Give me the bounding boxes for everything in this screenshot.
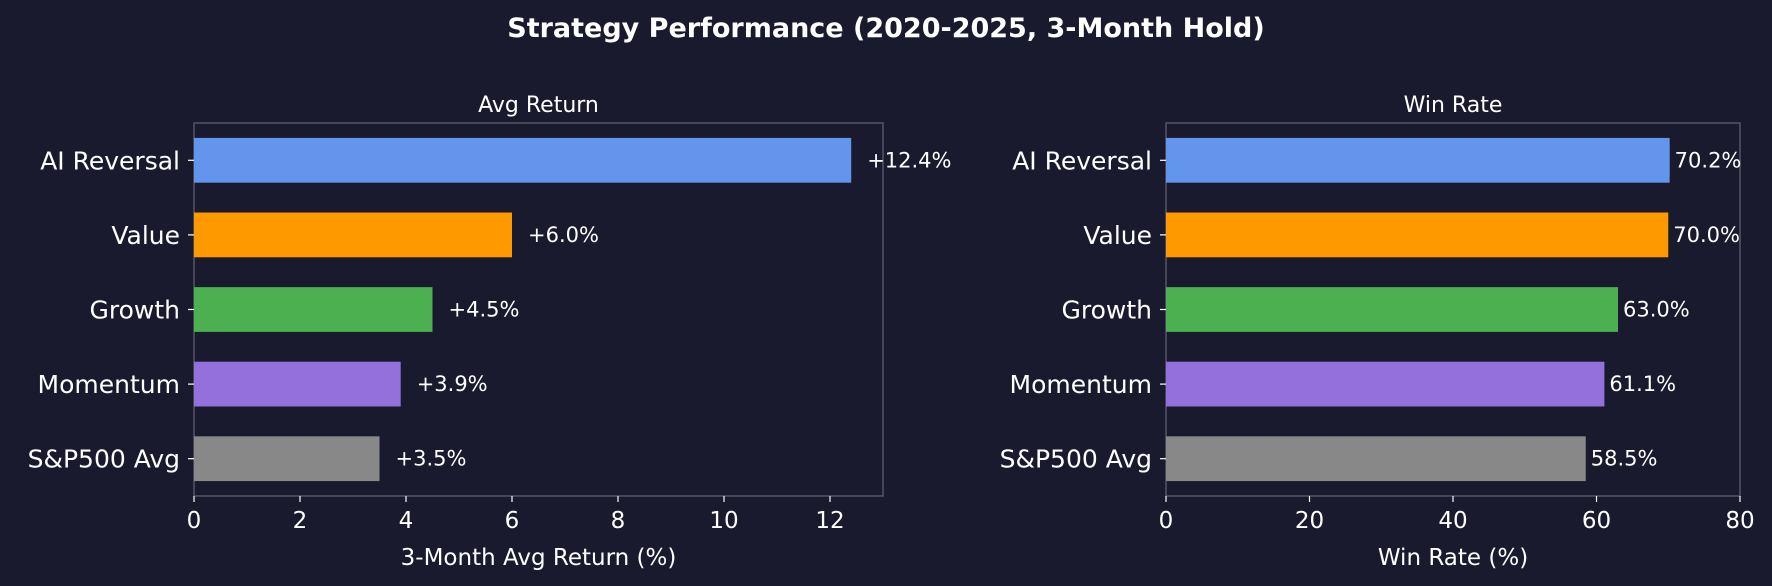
avg-return-bar: [194, 287, 433, 332]
win-rate-data-label: 70.0%: [1673, 223, 1740, 247]
avg-return-data-label: +3.9%: [417, 372, 488, 396]
avg-return-x-tick-label: 2: [293, 508, 308, 534]
avg-return-bar: [194, 137, 852, 183]
avg-return-category-label: Momentum: [38, 370, 180, 399]
avg-return-bar: [194, 212, 512, 258]
win-rate-category-label: AI Reversal: [1012, 146, 1152, 175]
win-rate-data-label: 61.1%: [1609, 372, 1676, 396]
avg-return-x-axis-label: 3-Month Avg Return (%): [401, 545, 677, 571]
avg-return-x-tick-label: 8: [611, 508, 626, 534]
avg-return-chart: Avg Return 3-Month Avg Return (%) AI Rev…: [28, 93, 952, 571]
avg-return-x-tick-label: 4: [399, 508, 414, 534]
win-rate-data-label: 58.5%: [1591, 447, 1658, 471]
avg-return-category-label: S&P500 Avg: [28, 445, 180, 474]
win-rate-bar: [1166, 137, 1670, 183]
win-rate-x-tick-label: 0: [1159, 508, 1174, 534]
win-rate-x-axis-label: Win Rate (%): [1378, 545, 1528, 571]
avg-return-chart-title: Avg Return: [478, 93, 599, 118]
win-rate-category-label: Value: [1083, 221, 1152, 250]
win-rate-x-tick-label: 60: [1582, 508, 1611, 534]
avg-return-bar: [194, 361, 401, 407]
win-rate-x-tick-label: 20: [1295, 508, 1324, 534]
avg-return-x-tick-label: 0: [187, 508, 202, 534]
avg-return-category-label: AI Reversal: [40, 146, 180, 175]
win-rate-x-tick-label: 80: [1725, 508, 1754, 534]
avg-return-x-tick-label: 10: [709, 508, 738, 534]
avg-return-x-tick-label: 12: [815, 508, 844, 534]
win-rate-category-label: Growth: [1062, 296, 1153, 325]
figure-title: Strategy Performance (2020-2025, 3-Month…: [507, 13, 1264, 44]
win-rate-category-label: S&P500 Avg: [1000, 445, 1152, 474]
win-rate-data-label: 63.0%: [1623, 298, 1690, 322]
avg-return-data-label: +12.4%: [867, 148, 951, 172]
win-rate-chart: Win Rate Win Rate (%) AI Reversal 70.2% Va…: [1000, 93, 1755, 571]
win-rate-chart-title: Win Rate: [1404, 93, 1503, 118]
win-rate-x-tick-label: 40: [1438, 508, 1467, 534]
avg-return-data-label: +3.5%: [396, 447, 467, 471]
avg-return-data-label: +4.5%: [449, 298, 520, 322]
avg-return-category-label: Growth: [90, 296, 181, 325]
win-rate-category-label: Momentum: [1010, 370, 1152, 399]
win-rate-data-label: 70.2%: [1675, 148, 1742, 172]
avg-return-bar: [194, 436, 380, 482]
avg-return-x-tick-label: 6: [505, 508, 520, 534]
win-rate-bar: [1166, 361, 1605, 407]
win-rate-bar: [1166, 287, 1619, 332]
win-rate-bar: [1166, 436, 1586, 482]
win-rate-bar: [1166, 212, 1669, 258]
avg-return-category-label: Value: [111, 221, 180, 250]
avg-return-data-label: +6.0%: [528, 223, 599, 247]
